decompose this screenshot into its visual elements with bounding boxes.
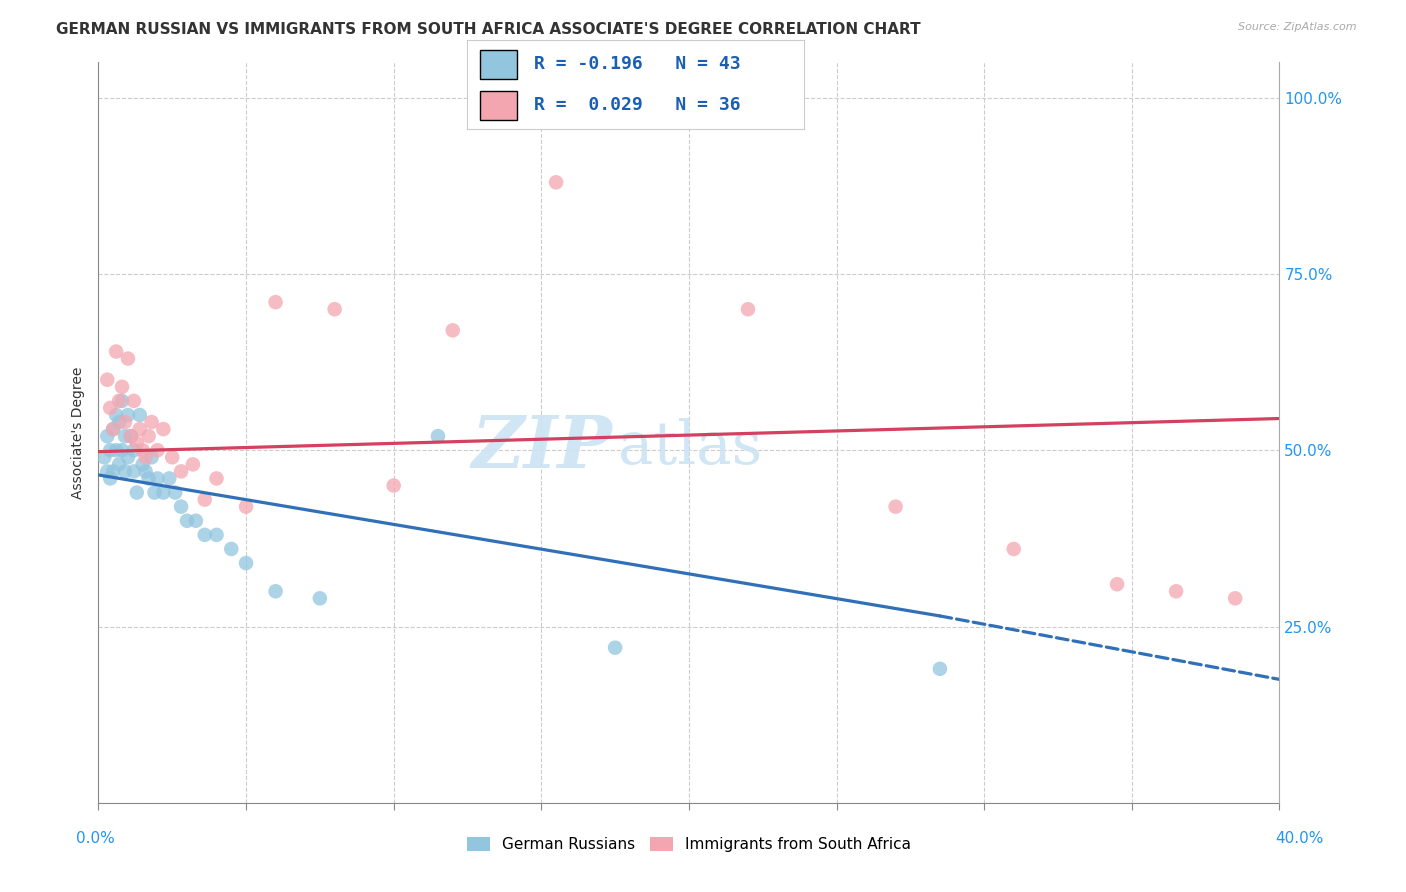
- Point: [427, 429, 450, 443]
- Point: [382, 478, 405, 492]
- Point: [235, 500, 257, 514]
- Point: [98, 401, 121, 415]
- Point: [96, 373, 118, 387]
- Point: [135, 450, 157, 465]
- Point: [114, 464, 136, 478]
- Point: [125, 485, 148, 500]
- Point: [152, 422, 174, 436]
- Point: [120, 429, 142, 443]
- Point: [125, 436, 148, 450]
- Point: [108, 415, 131, 429]
- Point: [143, 485, 166, 500]
- Point: [170, 500, 193, 514]
- Point: [235, 556, 257, 570]
- Point: [135, 464, 157, 478]
- Point: [929, 662, 952, 676]
- Text: R = -0.196   N = 43: R = -0.196 N = 43: [534, 55, 741, 73]
- Point: [98, 471, 121, 485]
- Point: [264, 584, 287, 599]
- Point: [111, 380, 134, 394]
- Point: [117, 450, 139, 465]
- FancyBboxPatch shape: [481, 50, 517, 79]
- Point: [138, 429, 160, 443]
- Point: [111, 393, 134, 408]
- Point: [546, 175, 568, 189]
- Point: [309, 591, 332, 606]
- Point: [194, 528, 217, 542]
- Point: [165, 485, 187, 500]
- Point: [132, 458, 155, 472]
- Point: [117, 351, 139, 366]
- Point: [176, 514, 198, 528]
- Point: [141, 415, 163, 429]
- Point: [103, 422, 125, 436]
- Point: [128, 422, 150, 436]
- Point: [103, 422, 125, 436]
- Point: [93, 450, 115, 465]
- Text: 0.0%: 0.0%: [76, 831, 115, 847]
- Point: [117, 408, 139, 422]
- Point: [120, 429, 142, 443]
- Point: [138, 471, 160, 485]
- Point: [264, 295, 287, 310]
- Legend: German Russians, Immigrants from South Africa: German Russians, Immigrants from South A…: [461, 830, 917, 858]
- Point: [157, 471, 180, 485]
- Text: Source: ZipAtlas.com: Source: ZipAtlas.com: [1239, 22, 1357, 32]
- Point: [1107, 577, 1129, 591]
- Point: [1225, 591, 1247, 606]
- Point: [108, 458, 131, 472]
- Point: [105, 408, 128, 422]
- Point: [122, 393, 145, 408]
- Point: [114, 429, 136, 443]
- Text: ZIP: ZIP: [471, 412, 612, 483]
- Point: [181, 458, 204, 472]
- Point: [122, 464, 145, 478]
- Point: [114, 415, 136, 429]
- Point: [162, 450, 183, 465]
- Point: [105, 443, 128, 458]
- Point: [98, 443, 121, 458]
- Text: atlas: atlas: [619, 418, 762, 476]
- Point: [128, 408, 150, 422]
- Point: [141, 450, 163, 465]
- Point: [132, 443, 155, 458]
- Point: [170, 464, 193, 478]
- Y-axis label: Associate's Degree: Associate's Degree: [72, 367, 86, 499]
- Point: [184, 514, 207, 528]
- Point: [152, 485, 174, 500]
- Text: 40.0%: 40.0%: [1275, 831, 1323, 847]
- Point: [323, 302, 346, 317]
- Point: [146, 443, 169, 458]
- Point: [441, 323, 464, 337]
- Point: [605, 640, 627, 655]
- Point: [96, 429, 118, 443]
- Point: [221, 541, 243, 556]
- Text: R =  0.029   N = 36: R = 0.029 N = 36: [534, 96, 741, 114]
- Point: [146, 471, 169, 485]
- Text: GERMAN RUSSIAN VS IMMIGRANTS FROM SOUTH AFRICA ASSOCIATE'S DEGREE CORRELATION CH: GERMAN RUSSIAN VS IMMIGRANTS FROM SOUTH …: [56, 22, 921, 37]
- FancyBboxPatch shape: [481, 91, 517, 120]
- Point: [1166, 584, 1188, 599]
- Point: [105, 344, 128, 359]
- Point: [122, 443, 145, 458]
- Point: [108, 393, 131, 408]
- Point: [205, 528, 228, 542]
- Point: [205, 471, 228, 485]
- Point: [103, 464, 125, 478]
- Point: [194, 492, 217, 507]
- Point: [111, 443, 134, 458]
- Point: [884, 500, 907, 514]
- Point: [1002, 541, 1025, 556]
- Point: [737, 302, 759, 317]
- Point: [96, 464, 118, 478]
